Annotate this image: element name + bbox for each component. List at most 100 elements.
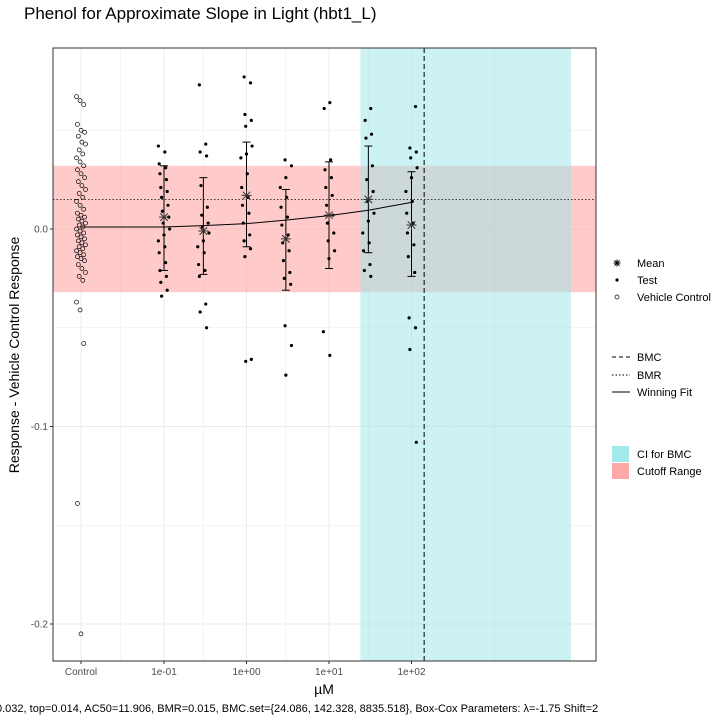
test-point [242, 239, 246, 243]
vehicle-control-point [77, 307, 83, 313]
test-point [242, 75, 246, 79]
vehicle-control-point [81, 230, 87, 236]
test-point [243, 255, 247, 259]
vehicle-control-point [78, 256, 84, 261]
x-axis-label: µM [314, 681, 334, 697]
mean-point [241, 190, 252, 201]
vehicle-control-point [74, 94, 79, 100]
vehicle-control-point [75, 238, 81, 244]
vehicle-control-point [75, 216, 81, 222]
test-point [160, 209, 164, 213]
test-point [203, 268, 207, 273]
test-point [332, 231, 336, 235]
test-point [248, 247, 253, 251]
test-point [159, 280, 163, 284]
legend-test-symbol [615, 278, 619, 282]
vehicle-control-point [82, 214, 87, 220]
y-tick-label: -0.2 [31, 620, 49, 631]
vehicle-control-point [81, 163, 87, 169]
vehicle-control-point [77, 202, 83, 208]
plot-area [53, 48, 596, 661]
x-tick-label: 1e+00 [232, 667, 261, 678]
vehicle-control-point [76, 274, 82, 279]
vehicle-control-point [79, 218, 85, 224]
test-point [414, 440, 418, 444]
test-point [413, 270, 417, 275]
vehicle-control-point [75, 210, 80, 216]
test-point [164, 274, 168, 278]
vehicle-control-point [82, 236, 87, 242]
test-point [164, 166, 168, 170]
vehicle-control-point [78, 631, 84, 637]
test-point [204, 302, 208, 306]
legend-fill-label: CI for BMC [637, 449, 691, 461]
vehicle-control-point [74, 226, 79, 232]
x-tick-label: 1e+02 [397, 667, 426, 678]
ci-bmc-band [360, 48, 571, 661]
vehicle-control-point [79, 139, 85, 145]
test-point [248, 81, 253, 85]
test-point [248, 233, 252, 237]
test-point [408, 347, 412, 352]
legend-vehicle-symbol [614, 294, 620, 300]
legend-line-label: BMC [637, 352, 662, 364]
test-point [414, 150, 418, 154]
test-point [282, 276, 286, 280]
vehicle-control-point [74, 155, 79, 161]
test-point [204, 142, 208, 146]
vehicle-control-point [77, 159, 83, 165]
vehicle-control-point [83, 242, 88, 248]
test-point [157, 251, 161, 255]
test-point [364, 136, 368, 140]
x-tick-label: 1e+01 [315, 667, 344, 678]
vehicle-control-point [83, 187, 88, 192]
vehicle-control-point [78, 171, 84, 177]
legend-fill-label: Cutoff Range [637, 466, 702, 478]
vehicle-control-point [83, 220, 88, 226]
vehicle-control-point [79, 240, 85, 246]
vehicle-control-point [80, 151, 86, 157]
vehicle-control-point [82, 258, 87, 263]
test-point [370, 164, 374, 168]
vehicle-control-point [79, 183, 85, 188]
test-point [159, 185, 163, 190]
test-point [278, 185, 282, 190]
test-point [287, 249, 291, 253]
vehicle-control-point [83, 141, 88, 147]
test-point [156, 144, 160, 148]
test-point [329, 158, 333, 162]
test-point [240, 203, 245, 207]
test-point [160, 195, 164, 199]
test-point [160, 294, 164, 298]
x-tick-label: 1e-01 [151, 667, 177, 678]
panel-border [52, 47, 597, 662]
test-point [205, 205, 209, 209]
legend-point-label: Test [637, 275, 657, 287]
test-point [249, 118, 253, 122]
test-point [408, 146, 412, 150]
test-point [163, 150, 167, 154]
vehicle-control-point [75, 121, 80, 127]
test-point [288, 270, 292, 275]
test-point [406, 255, 410, 259]
test-point [196, 262, 201, 267]
test-point [371, 189, 375, 194]
vehicle-control-point [74, 299, 79, 305]
legend-line-label: BMR [637, 370, 662, 382]
vehicle-control-point [75, 167, 80, 173]
test-point [280, 223, 284, 227]
vehicle-control-point [83, 270, 88, 275]
chart-title: Phenol for Approximate Slope in Light (h… [24, 4, 377, 23]
vehicle-control-point [81, 206, 87, 212]
test-point [322, 106, 326, 111]
vehicle-control-point [79, 266, 85, 271]
test-point [324, 185, 328, 190]
test-point [284, 373, 288, 377]
test-point [404, 189, 408, 194]
vehicle-control-point [77, 98, 83, 103]
vehicle-control-point [81, 102, 87, 107]
test-point [166, 203, 170, 207]
test-point [409, 156, 413, 160]
legend-point-label: Vehicle Control [637, 292, 711, 304]
test-point [204, 326, 209, 330]
